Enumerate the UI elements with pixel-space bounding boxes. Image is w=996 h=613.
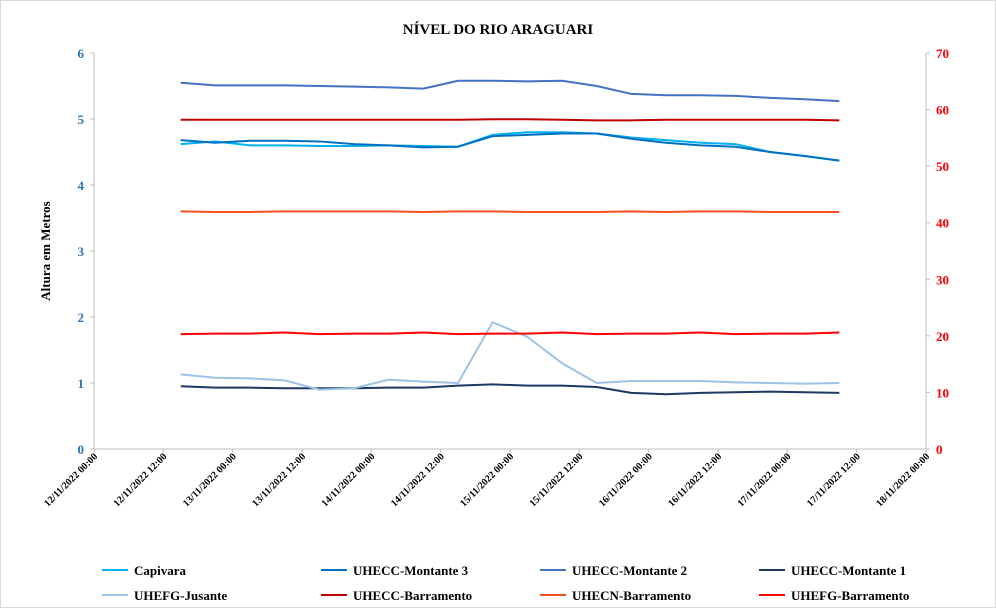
y2-tick-label: 30 — [936, 272, 949, 287]
y2-tick-label: 70 — [936, 46, 949, 61]
series-line — [180, 118, 840, 122]
series-line — [180, 132, 840, 162]
legend-label: UHEFG-Jusante — [134, 588, 227, 603]
y-tick-label: 3 — [78, 244, 85, 259]
y2-tick-label: 40 — [936, 216, 949, 231]
y2-tick-label: 0 — [936, 442, 943, 457]
y-tick-label: 0 — [78, 442, 85, 457]
y2-tick-label: 50 — [936, 159, 949, 174]
series-line — [180, 210, 840, 213]
series-line — [180, 383, 840, 396]
y-tick-label: 5 — [78, 112, 85, 127]
y-axis-label: Altura em Metros — [38, 201, 53, 300]
legend-label: UHECN-Barramento — [572, 588, 691, 603]
legend-label: UHEFG-Barramento — [791, 588, 909, 603]
legend-label: Capivara — [134, 563, 187, 578]
series-line — [180, 79, 840, 103]
legend-label: UHECC-Montante 3 — [353, 563, 469, 578]
y-tick-label: 1 — [78, 376, 85, 391]
legend-label: UHECC-Barramento — [353, 588, 472, 603]
series-line — [180, 321, 840, 391]
y-tick-label: 6 — [78, 46, 85, 61]
series-line — [180, 331, 840, 336]
legend-label: UHECC-Montante 1 — [791, 563, 906, 578]
y2-tick-label: 10 — [936, 385, 949, 400]
y2-tick-label: 60 — [936, 103, 949, 118]
y2-tick-label: 20 — [936, 329, 949, 344]
legend-label: UHECC-Montante 2 — [572, 563, 687, 578]
chart-title: NÍVEL DO RIO ARAGUARI — [403, 21, 594, 38]
series-line — [180, 131, 840, 162]
y-tick-label: 4 — [78, 178, 85, 193]
y-tick-label: 2 — [78, 310, 85, 325]
